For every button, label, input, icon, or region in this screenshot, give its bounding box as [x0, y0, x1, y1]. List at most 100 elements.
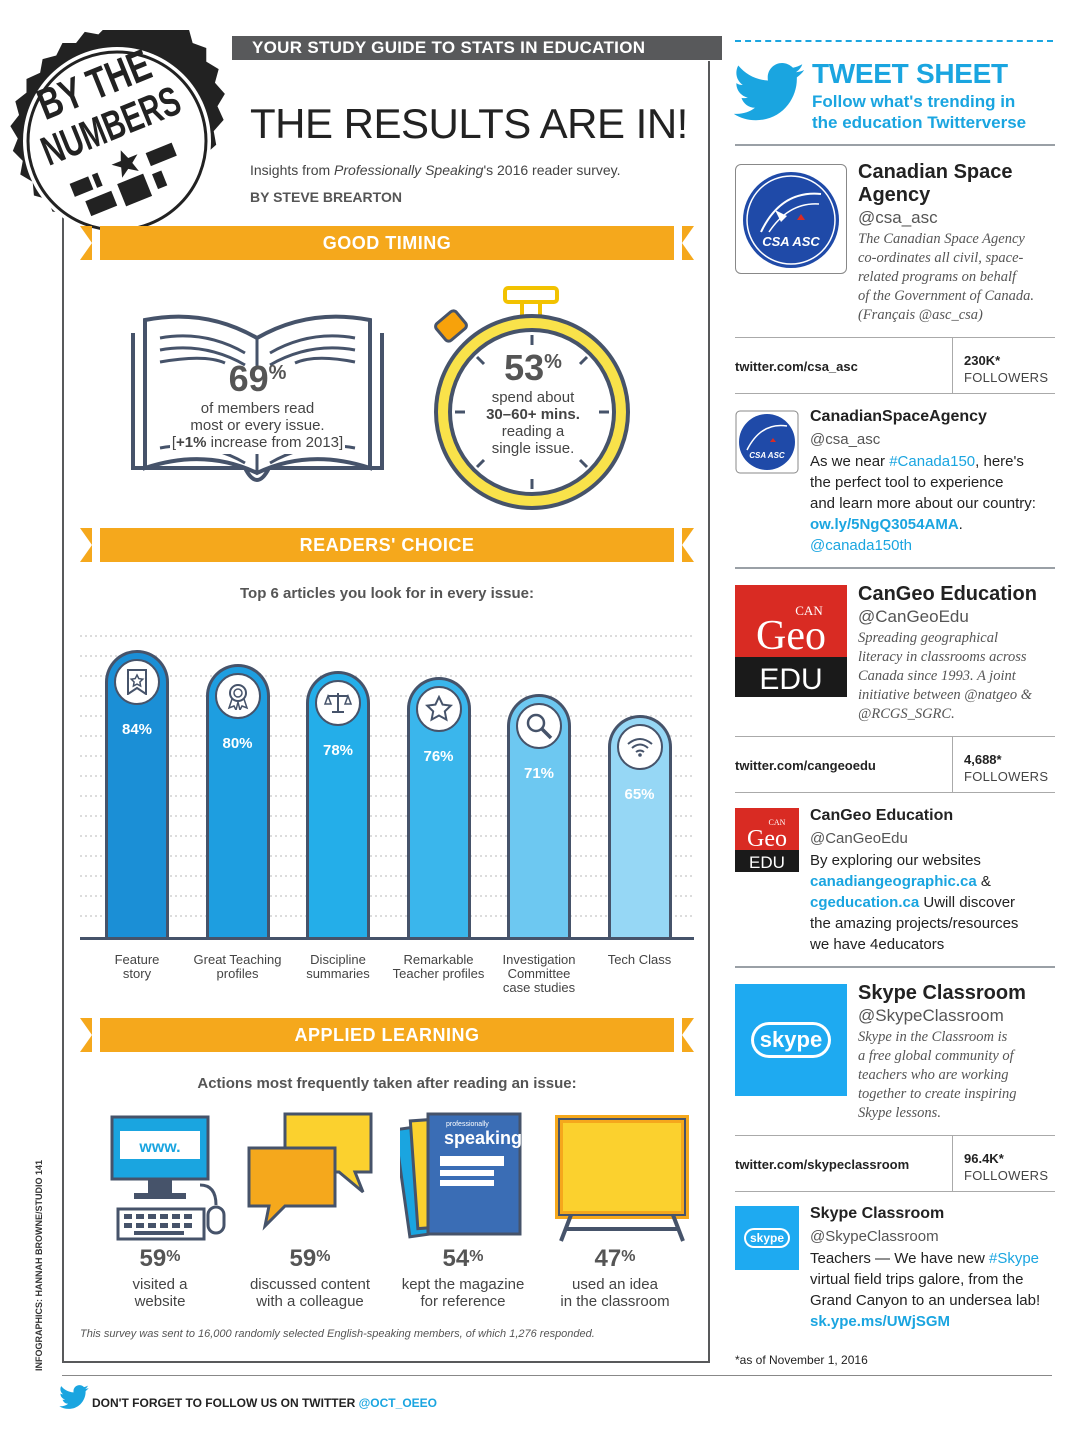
magnifier-icon: [516, 703, 562, 750]
csa-followers-count: 230K*: [964, 353, 1001, 368]
chart-value-label: 78%: [322, 741, 354, 759]
wifi-icon: [616, 723, 663, 770]
subtitle-pre: Insights from: [250, 162, 335, 178]
cangeo-avatar-can: CAN: [769, 818, 786, 827]
csa-tweet-handle[interactable]: @csa_asc: [810, 431, 881, 448]
action-value: 54%: [442, 1245, 484, 1272]
magazine-title: speaking: [444, 1128, 522, 1148]
action-label: kept the magazine: [401, 1276, 525, 1293]
csa-handle[interactable]: @csa_asc: [858, 208, 938, 227]
chart-category-label: Discipline summaries: [306, 952, 370, 981]
skype-logo-icon[interactable]: skype: [735, 984, 847, 1096]
cangeo-tweet-name[interactable]: CanGeo Education: [810, 807, 954, 824]
divider: [735, 1191, 1055, 1192]
chart-category-label: Tech Class: [607, 952, 672, 967]
divider: [735, 393, 1055, 394]
csa-bio: The Canadian Space Agency co-ordinates a…: [858, 230, 1034, 325]
section-heading-good-timing: GOOD TIMING: [100, 226, 674, 260]
ribbon-good-timing: GOOD TIMING: [80, 226, 694, 260]
stat-read-line1: of members read: [200, 400, 315, 417]
action-label: used an idea: [572, 1276, 658, 1293]
csa-bio-line: (Français @asc_csa): [858, 307, 983, 323]
skype-followers-label: FOLLOWERS: [964, 1168, 1049, 1183]
action-label: with a colleague: [256, 1293, 364, 1310]
cangeo-tweet-handle[interactable]: @CanGeoEdu: [810, 830, 908, 847]
skype-logo-text: skype: [760, 1027, 822, 1052]
action-value: 47%: [594, 1245, 636, 1272]
stat-time-line3: reading a: [501, 423, 565, 440]
footer-handle-link[interactable]: @OCT_OEEO: [358, 1396, 437, 1410]
cangeo-avatar-geo: Geo: [747, 826, 787, 852]
cangeo-followers-count: 4,688*: [964, 752, 1002, 767]
csa-tweet-name[interactable]: CanadianSpaceAgency: [810, 408, 987, 425]
action-value: 59%: [289, 1245, 331, 1272]
skype-avatar-text: skype: [750, 1231, 784, 1245]
divider: [735, 966, 1055, 968]
ribbon-award-icon: [214, 672, 261, 719]
csa-name: Canadian Space Agency: [858, 161, 1013, 207]
cangeo-handle[interactable]: @CanGeoEdu: [858, 607, 969, 626]
skype-url-link[interactable]: twitter.com/skypeclassroom: [735, 1157, 910, 1172]
readers-choice-chart: 84% Feature story 80% Great Teaching profiles…: [80, 630, 694, 1010]
csa-logo-icon[interactable]: CSA ASC: [741, 170, 841, 270]
chart-value-label: 76%: [423, 748, 454, 766]
stat-time: 53% spend about 30–60+ mins. reading a s…: [462, 347, 604, 457]
mention-link[interactable]: @canada150th: [810, 537, 912, 554]
csa-url-link[interactable]: twitter.com/csa_asc: [735, 359, 858, 374]
footer-divider: [62, 1375, 1052, 1376]
stopwatch-icon: [434, 286, 630, 510]
cangeo-logo-icon[interactable]: CAN Geo EDU: [735, 585, 847, 697]
tweet-sheet-sub1: Follow what's trending in: [812, 92, 1016, 111]
subtitle: Insights from Professionally Speaking's …: [250, 162, 621, 178]
tweet-url-link[interactable]: canadiangeographic.ca: [810, 873, 977, 890]
tweet-url-link[interactable]: sk.ype.ms/UWjSGM: [810, 1313, 951, 1330]
skype-bio: Skype in the Classroom is a free global …: [858, 1028, 1017, 1123]
chart-bar: 65%: [607, 714, 672, 937]
chart-value-label: 71%: [523, 765, 555, 783]
chart-category-label: Investigation Committee case studies: [502, 952, 576, 995]
chart-bar: 84%: [105, 650, 169, 937]
divider: [735, 144, 1055, 146]
tweet-url-link[interactable]: ow.ly/5NgQ3054AMA: [810, 516, 959, 533]
csa-tweet-avatar[interactable]: CSA ASC: [735, 410, 799, 474]
chart-category-label: Great Teaching profiles: [193, 952, 282, 981]
csa-bio-line: co-ordinates all civil, space-: [858, 250, 1024, 266]
infographics-credit: INFOGRAPHICS: HANNAH BROWNE/STUDIO 141: [34, 1159, 44, 1371]
csa-name-line1: Canadian Space: [858, 161, 1013, 183]
skype-tweet-name[interactable]: Skype Classroom: [810, 1205, 945, 1222]
cangeo-tweet-avatar[interactable]: CAN Geo EDU: [735, 808, 799, 872]
tweet-url-link[interactable]: cgeducation.ca: [810, 894, 920, 911]
cangeo-logo-edu: EDU: [759, 663, 822, 696]
cangeo-url-link[interactable]: twitter.com/cangeoedu: [735, 758, 876, 773]
hashtag-link[interactable]: #Canada150: [889, 453, 976, 470]
cangeo-avatar-edu: EDU: [749, 853, 785, 872]
skype-tweet-handle[interactable]: @SkypeClassroom: [810, 1228, 939, 1245]
action-label: discussed content: [249, 1276, 371, 1293]
stat-read-line3: [+1% increase from 2013]: [171, 434, 344, 451]
skype-handle[interactable]: @SkypeClassroom: [858, 1006, 1004, 1025]
hashtag-link[interactable]: #Skype: [988, 1250, 1040, 1267]
stat-read: 69% of members read most or every issue.…: [150, 358, 365, 451]
divider: [735, 792, 1055, 793]
cangeo-name: CanGeo Education: [858, 583, 1037, 605]
footer-text: DON'T FORGET TO FOLLOW US ON TWITTER: [92, 1396, 359, 1410]
cangeo-logo-can: CAN: [795, 603, 823, 618]
footer-twitter-bird-icon[interactable]: [58, 1384, 90, 1412]
csa-tweet-body: As we near #Canada150, here's the perfec…: [810, 453, 1036, 554]
stat-time-value: 53%: [504, 347, 562, 388]
chart-value-label: 80%: [222, 734, 253, 752]
top-banner: YOUR STUDY GUIDE TO STATS IN EDUCATION: [232, 36, 722, 60]
tweet-sheet-dashes: [735, 40, 1053, 42]
chart-bar: 80%: [205, 663, 270, 937]
skype-bio-line: Skype lessons.: [858, 1105, 941, 1121]
tweet-sheet-subtitle: Follow what's trending in the education T…: [812, 91, 1062, 133]
cangeo-tweet-body: By exploring our websites canadiangeogra…: [810, 852, 1019, 953]
chart-baseline: [80, 937, 694, 940]
skype-tweet-avatar[interactable]: skype: [735, 1206, 799, 1270]
stat-time-line2: 30–60+ mins.: [486, 406, 580, 423]
divider: [735, 1135, 1055, 1136]
action-label: visited a: [132, 1276, 188, 1293]
csa-bio-line: The Canadian Space Agency: [858, 231, 1025, 247]
survey-footnote: This survey was sent to 16,000 randomly …: [80, 1328, 595, 1340]
stat-time-line1: spend about: [491, 389, 575, 406]
